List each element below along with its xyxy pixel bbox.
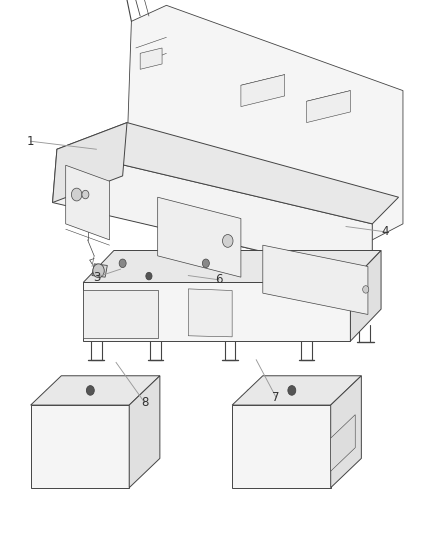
Polygon shape (263, 245, 368, 314)
Polygon shape (53, 123, 127, 203)
Circle shape (82, 190, 89, 199)
Circle shape (223, 235, 233, 247)
Text: 4: 4 (381, 225, 389, 238)
Polygon shape (232, 376, 361, 405)
Circle shape (71, 188, 82, 201)
Polygon shape (158, 197, 241, 277)
Polygon shape (188, 289, 232, 337)
Polygon shape (92, 264, 107, 277)
Circle shape (363, 286, 369, 293)
Polygon shape (83, 290, 158, 338)
Text: 8: 8 (141, 396, 148, 409)
Circle shape (146, 272, 152, 280)
Text: 7: 7 (272, 391, 280, 403)
Polygon shape (83, 282, 350, 341)
Polygon shape (241, 75, 285, 107)
Polygon shape (57, 123, 399, 224)
Polygon shape (66, 165, 110, 240)
Polygon shape (350, 251, 381, 341)
Text: 6: 6 (215, 273, 223, 286)
Circle shape (202, 259, 209, 268)
Polygon shape (31, 376, 160, 405)
Polygon shape (331, 415, 355, 471)
Polygon shape (140, 48, 162, 69)
Polygon shape (31, 405, 129, 488)
Text: 3: 3 (93, 271, 100, 284)
Polygon shape (307, 91, 350, 123)
Text: 1: 1 (27, 135, 35, 148)
Circle shape (119, 259, 126, 268)
Circle shape (86, 386, 94, 395)
Polygon shape (232, 405, 331, 488)
Polygon shape (53, 149, 372, 277)
Polygon shape (331, 376, 361, 488)
Circle shape (93, 264, 104, 278)
Polygon shape (83, 251, 381, 282)
Polygon shape (127, 5, 403, 240)
Circle shape (288, 386, 296, 395)
Polygon shape (129, 376, 160, 488)
